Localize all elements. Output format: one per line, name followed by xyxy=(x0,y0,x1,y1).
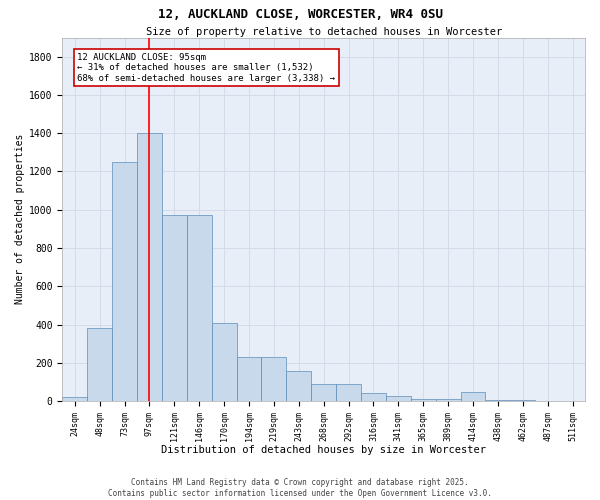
Bar xyxy=(137,133,162,401)
Bar xyxy=(485,400,511,401)
X-axis label: Distribution of detached houses by size in Worcester: Distribution of detached houses by size … xyxy=(161,445,486,455)
Bar xyxy=(361,394,386,401)
Bar xyxy=(386,396,411,401)
Y-axis label: Number of detached properties: Number of detached properties xyxy=(15,134,25,304)
Bar xyxy=(286,372,311,401)
Bar xyxy=(262,357,286,401)
Bar xyxy=(311,384,336,401)
Bar xyxy=(62,398,87,401)
Bar xyxy=(87,328,112,401)
Bar xyxy=(112,162,137,401)
Bar xyxy=(336,384,361,401)
Bar xyxy=(187,216,212,401)
Bar xyxy=(212,322,236,401)
Bar xyxy=(511,400,535,401)
Text: 12 AUCKLAND CLOSE: 95sqm
← 31% of detached houses are smaller (1,532)
68% of sem: 12 AUCKLAND CLOSE: 95sqm ← 31% of detach… xyxy=(77,53,335,82)
Bar xyxy=(436,399,461,401)
Bar xyxy=(461,392,485,401)
Text: Contains HM Land Registry data © Crown copyright and database right 2025.
Contai: Contains HM Land Registry data © Crown c… xyxy=(108,478,492,498)
Text: 12, AUCKLAND CLOSE, WORCESTER, WR4 0SU: 12, AUCKLAND CLOSE, WORCESTER, WR4 0SU xyxy=(157,8,443,20)
Bar xyxy=(411,399,436,401)
Bar xyxy=(236,357,262,401)
Bar xyxy=(162,216,187,401)
Title: Size of property relative to detached houses in Worcester: Size of property relative to detached ho… xyxy=(146,26,502,36)
